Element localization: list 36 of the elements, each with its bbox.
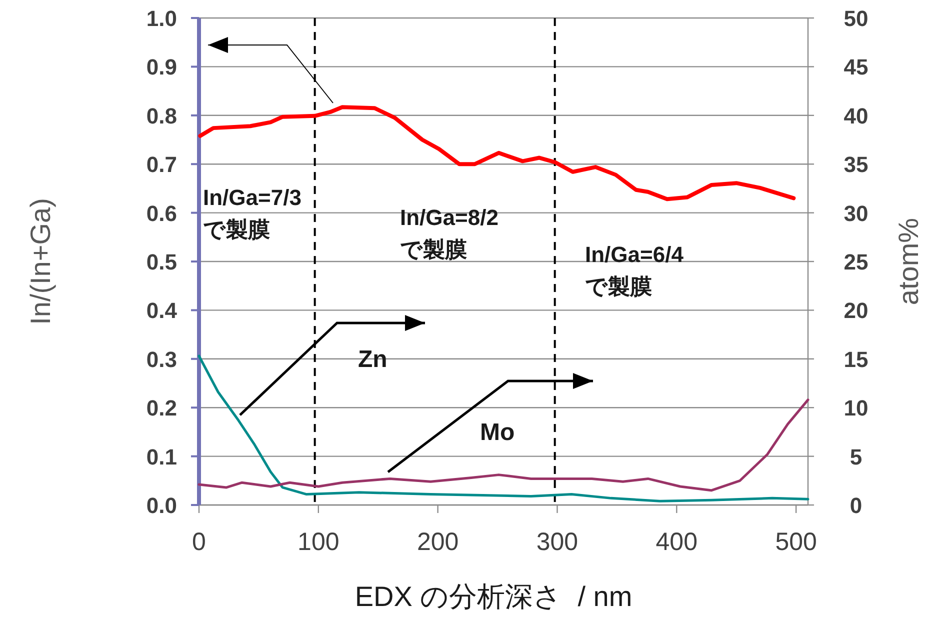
x-tick-label: 0: [192, 528, 206, 556]
y-tick-label: 0.1: [146, 444, 177, 470]
y2-tick-label: 20: [844, 298, 868, 324]
x-tick-label: 100: [298, 528, 340, 556]
annotation: In/Ga=8/2 で製膜: [400, 205, 498, 262]
y-tick-label: 0.0: [146, 493, 177, 518]
y2-axis-title: atom%: [893, 218, 924, 306]
annotation: In/Ga=6/4 で製膜: [585, 242, 684, 299]
x-tick-label: 300: [536, 528, 578, 556]
y2-tick-label: 5: [850, 444, 862, 470]
y-axis-title: In/(In+Ga): [25, 198, 56, 325]
y2-tick-label: 30: [844, 200, 868, 226]
y-tick-label: 0.7: [146, 152, 177, 178]
y-tick-label: 0.3: [146, 346, 177, 372]
y-tick-label: 0.8: [146, 103, 177, 128]
y-tick-label: 0.6: [146, 200, 177, 226]
y2-tick-label: 10: [844, 396, 868, 421]
x-axis-title: EDX の分析深さ / nm: [354, 581, 632, 612]
annotation: In/Ga=7/3 で製膜: [203, 185, 302, 242]
y2-tick-label: 40: [844, 103, 868, 128]
y2-tick-label: 15: [844, 346, 868, 372]
y2-tick-label: 0: [850, 493, 862, 518]
x-tick-label: 400: [656, 528, 698, 556]
y2-tick-label: 25: [844, 250, 868, 274]
y2-tick-label: 50: [844, 6, 868, 31]
y-tick-label: 0.5: [146, 250, 177, 274]
x-tick-label: 200: [416, 528, 459, 556]
annotation: Mo: [480, 419, 515, 446]
y-tick-label: 0.4: [146, 298, 178, 324]
y2-tick-label: 45: [844, 54, 868, 80]
y2-tick-label: 35: [844, 152, 868, 178]
y-tick-label: 0.2: [146, 396, 177, 421]
y-tick-label: 1.0: [146, 6, 177, 31]
x-tick-label: 500: [775, 528, 817, 556]
annotation: Zn: [358, 346, 388, 373]
y-tick-label: 0.9: [146, 54, 177, 80]
